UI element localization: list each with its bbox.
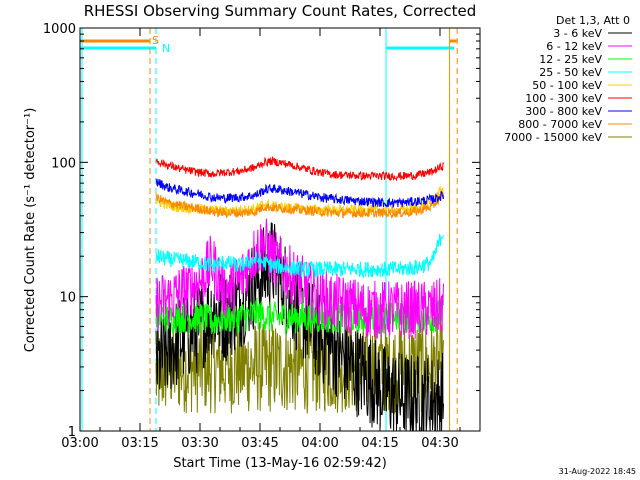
legend-entry: 800 - 7000 keV: [518, 118, 602, 131]
y-tick-label: 100: [51, 156, 76, 171]
legend-entry: 7000 - 15000 keV: [504, 131, 602, 144]
x-axis-label: Start Time (13-May-16 02:59:42): [173, 456, 387, 471]
legend-entry: 300 - 800 keV: [525, 105, 602, 118]
timestamp: 31-Aug-2022 18:45: [559, 467, 636, 476]
legend-entry: 25 - 50 keV: [539, 66, 602, 79]
flag-label-n: N: [162, 42, 170, 55]
y-axis: 1 10 100 1000: [43, 22, 480, 440]
x-tick-label: 03:15: [121, 436, 158, 451]
x-tick-label: 04:15: [361, 436, 398, 451]
x-tick-label: 03:30: [181, 436, 218, 451]
series-line: [155, 233, 444, 279]
series-line: [155, 178, 444, 209]
series-line: [155, 155, 444, 182]
x-axis: 03:00 03:15 03:30 03:45 04:00 04:15 04:30: [61, 28, 461, 451]
series-line: [155, 297, 444, 335]
chart-title: RHESSI Observing Summary Count Rates, Co…: [84, 2, 477, 20]
y-axis-label: Corrected Count Rate (s⁻¹ detector⁻¹): [23, 108, 38, 353]
legend-header: Det 1,3, Att 0: [556, 14, 630, 27]
y-tick-label: 1: [68, 425, 76, 440]
legend-entry: 12 - 25 keV: [539, 53, 602, 66]
x-tick-label: 03:45: [241, 436, 278, 451]
x-tick-label: 04:00: [301, 436, 338, 451]
legend-entry: 6 - 12 keV: [546, 40, 602, 53]
legend-entry: 50 - 100 keV: [532, 79, 602, 92]
series-line: [155, 191, 444, 220]
x-tick-label: 04:30: [421, 436, 458, 451]
y-tick-label: 1000: [43, 22, 76, 37]
y-tick-label: 10: [59, 291, 76, 306]
legend-entry: 100 - 300 keV: [525, 92, 602, 105]
flag-label-s: S: [152, 34, 159, 47]
series-line: [155, 218, 444, 340]
legend-entry: 3 - 6 keV: [553, 27, 602, 40]
series-group: [155, 155, 444, 432]
x-tick-label: 03:00: [61, 436, 98, 451]
